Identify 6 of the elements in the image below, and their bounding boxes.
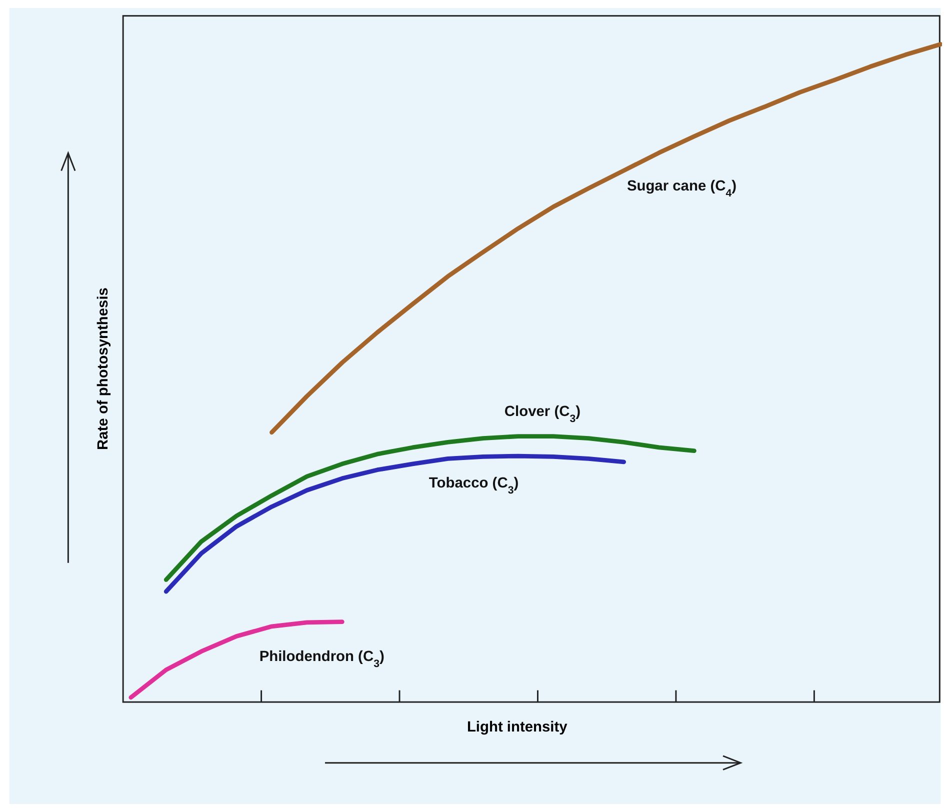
- series-label: Clover (C$_{3}$): [504, 404, 581, 425]
- series-label: Philodendron (C$_{3}$): [259, 648, 384, 670]
- y-axis-title: Rate of photosynthesis: [95, 288, 112, 450]
- x-axis-title: Light intensity: [466, 719, 568, 736]
- series-label: Sugar cane (C$_{4}$): [626, 178, 737, 200]
- series-label: Tobacco (C$_{3}$): [428, 475, 519, 496]
